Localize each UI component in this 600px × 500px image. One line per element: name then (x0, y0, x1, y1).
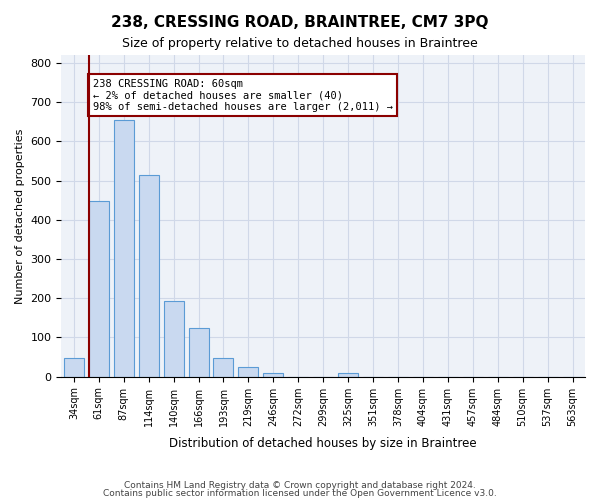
Y-axis label: Number of detached properties: Number of detached properties (15, 128, 25, 304)
Bar (164, 301, 184, 376)
Text: 238 CRESSING ROAD: 60sqm
← 2% of detached houses are smaller (40)
98% of semi-de: 238 CRESSING ROAD: 60sqm ← 2% of detache… (92, 78, 392, 112)
Bar (338, 372, 358, 376)
X-axis label: Distribution of detached houses by size in Braintree: Distribution of detached houses by size … (169, 437, 477, 450)
Text: Contains HM Land Registry data © Crown copyright and database right 2024.: Contains HM Land Registry data © Crown c… (124, 481, 476, 490)
Bar (214, 358, 233, 376)
Bar (139, 174, 158, 376)
Bar (263, 372, 283, 376)
Bar (64, 358, 84, 376)
Text: Size of property relative to detached houses in Braintree: Size of property relative to detached ho… (122, 38, 478, 51)
Text: Contains public sector information licensed under the Open Government Licence v3: Contains public sector information licen… (103, 488, 497, 498)
Bar (89, 202, 109, 376)
Bar (188, 328, 209, 376)
Text: 238, CRESSING ROAD, BRAINTREE, CM7 3PQ: 238, CRESSING ROAD, BRAINTREE, CM7 3PQ (111, 15, 489, 30)
Bar (238, 367, 259, 376)
Bar (114, 120, 134, 376)
